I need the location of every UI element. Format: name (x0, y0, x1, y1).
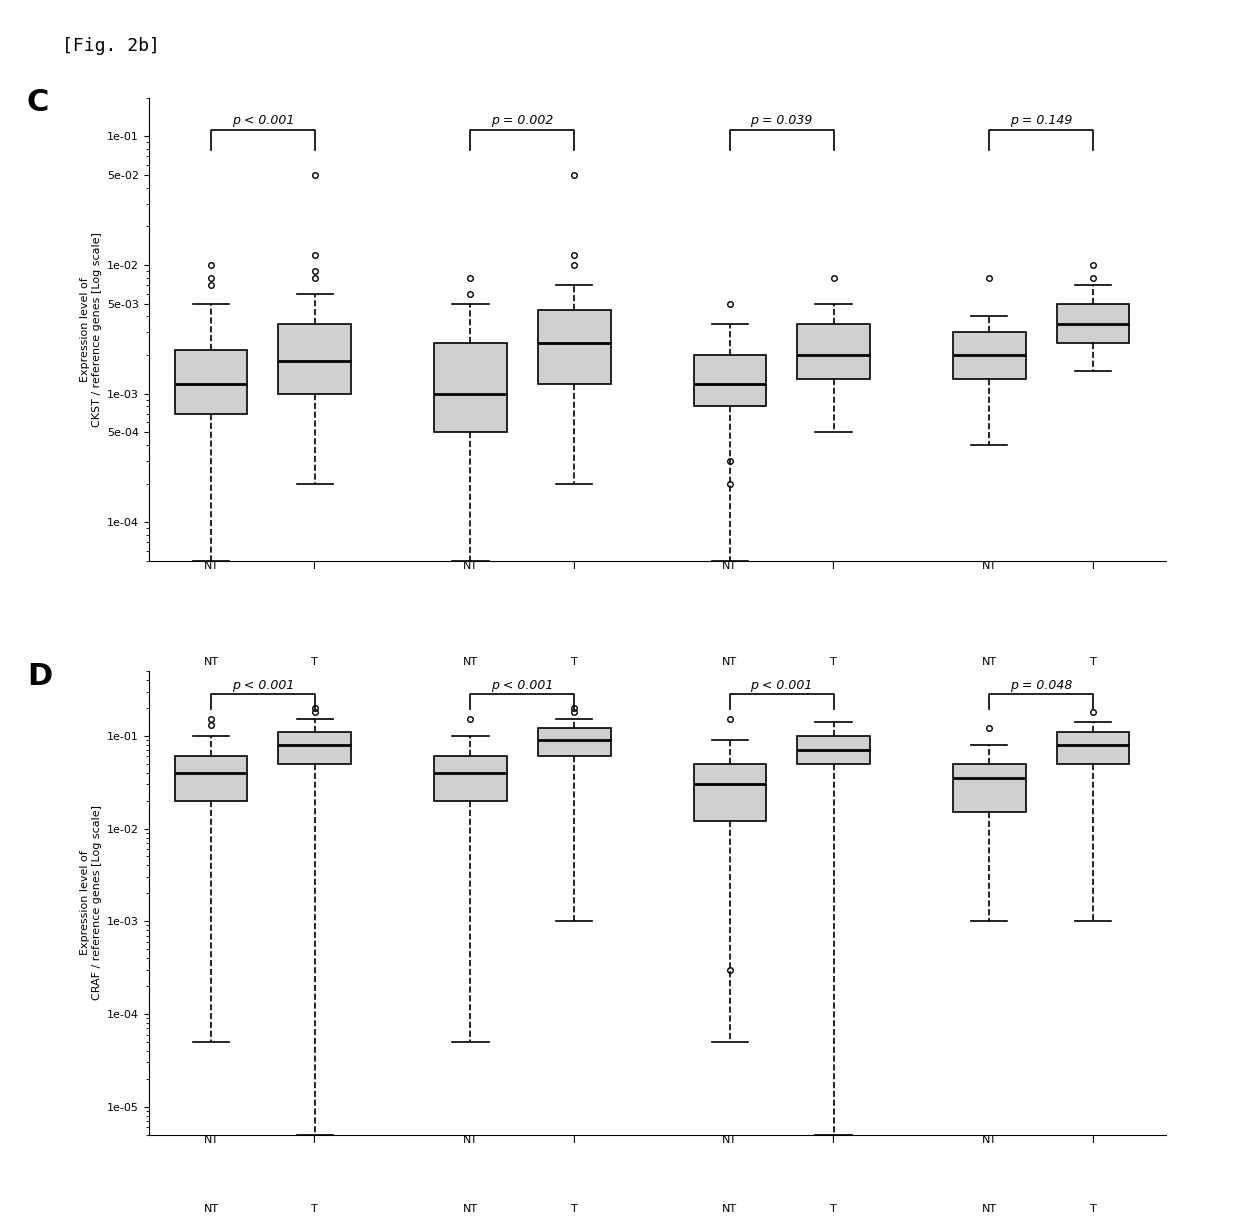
PathPatch shape (952, 332, 1025, 379)
Text: p = 0.039: p = 0.039 (750, 113, 813, 127)
Text: T: T (311, 561, 319, 571)
Y-axis label: Expression level of
CRAF / reference genes [Log scale]: Expression level of CRAF / reference gen… (79, 805, 102, 1000)
Text: T: T (311, 1204, 319, 1214)
Text: NT: NT (463, 1204, 477, 1214)
Text: T: T (311, 658, 319, 667)
Text: NT: NT (722, 1204, 738, 1214)
Text: T: T (831, 658, 837, 667)
Text: p < 0.001: p < 0.001 (232, 113, 294, 127)
Text: T: T (831, 561, 837, 571)
PathPatch shape (693, 355, 766, 406)
Text: C: C (27, 88, 50, 117)
Text: T: T (1090, 658, 1096, 667)
PathPatch shape (693, 764, 766, 821)
Text: p = 0.002: p = 0.002 (491, 113, 553, 127)
Text: BCLC Stage: BCLC Stage (745, 786, 818, 799)
PathPatch shape (175, 350, 247, 414)
Y-axis label: Expression level of
CKST / reference genes [Log scale]: Expression level of CKST / reference gen… (79, 232, 102, 427)
Text: T: T (570, 561, 578, 571)
PathPatch shape (538, 310, 610, 383)
Text: A: A (518, 719, 527, 732)
Text: T: T (570, 1135, 578, 1144)
Text: NT: NT (203, 658, 218, 667)
PathPatch shape (797, 736, 870, 764)
Text: NT: NT (463, 1135, 477, 1144)
Text: NT: NT (722, 658, 738, 667)
Text: B: B (777, 719, 786, 732)
PathPatch shape (279, 323, 351, 394)
Text: T: T (831, 1204, 837, 1214)
Text: D: D (27, 661, 52, 691)
PathPatch shape (175, 756, 247, 800)
Text: T: T (570, 658, 578, 667)
Text: C: C (1037, 719, 1045, 732)
Text: NT: NT (203, 1204, 218, 1214)
Text: NT: NT (203, 561, 218, 571)
Text: T: T (831, 1135, 837, 1144)
PathPatch shape (797, 323, 870, 379)
Text: [Fig. 2b]: [Fig. 2b] (62, 37, 160, 55)
PathPatch shape (1056, 304, 1130, 343)
PathPatch shape (434, 343, 507, 433)
Text: NT: NT (982, 1135, 997, 1144)
Text: p < 0.001: p < 0.001 (750, 680, 813, 692)
Text: NT: NT (982, 1204, 997, 1214)
Text: T: T (1090, 1135, 1096, 1144)
Text: NT: NT (982, 561, 997, 571)
Text: p < 0.001: p < 0.001 (232, 680, 294, 692)
Text: NT: NT (722, 561, 738, 571)
Text: T: T (1090, 1204, 1096, 1214)
PathPatch shape (538, 728, 610, 756)
Text: NT: NT (463, 658, 477, 667)
Text: p < 0.001: p < 0.001 (491, 680, 553, 692)
Text: NT: NT (463, 561, 477, 571)
PathPatch shape (279, 732, 351, 764)
PathPatch shape (952, 764, 1025, 813)
Text: p = 0.149: p = 0.149 (1009, 113, 1073, 127)
Text: NT: NT (203, 1135, 218, 1144)
Text: T: T (570, 1204, 578, 1214)
Text: NT: NT (982, 658, 997, 667)
Text: NT: NT (722, 1135, 738, 1144)
PathPatch shape (1056, 732, 1130, 764)
PathPatch shape (434, 756, 507, 800)
Text: T: T (1090, 561, 1096, 571)
Text: T: T (311, 1135, 319, 1144)
Text: p = 0.048: p = 0.048 (1009, 680, 1073, 692)
